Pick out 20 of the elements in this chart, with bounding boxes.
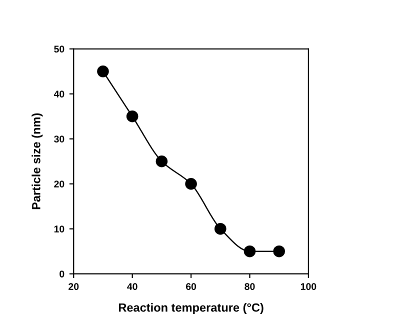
y-tick-label: 10 — [54, 226, 64, 232]
x-tick-label: 80 — [244, 283, 255, 290]
point — [185, 178, 197, 190]
y-tick-label: 20 — [54, 180, 64, 188]
point — [214, 222, 226, 235]
y-axis-title: Particle size (nm) — [32, 113, 43, 210]
x-axis-title: Reaction temperature (°C) — [118, 303, 264, 314]
y-tick-label: 0 — [60, 270, 64, 278]
x-tick-label: 60 — [186, 283, 196, 290]
x-tick-label: 100 — [300, 283, 316, 290]
y-tick-label: 30 — [54, 136, 64, 143]
point — [244, 245, 256, 258]
point — [97, 65, 109, 78]
point — [126, 110, 138, 122]
y-tick-label: 50 — [54, 46, 64, 53]
point — [273, 245, 285, 258]
x-tick-label: 40 — [127, 283, 138, 290]
y-tick-label: 40 — [54, 90, 64, 98]
x-tick-label: 20 — [68, 283, 79, 290]
point — [156, 155, 168, 168]
